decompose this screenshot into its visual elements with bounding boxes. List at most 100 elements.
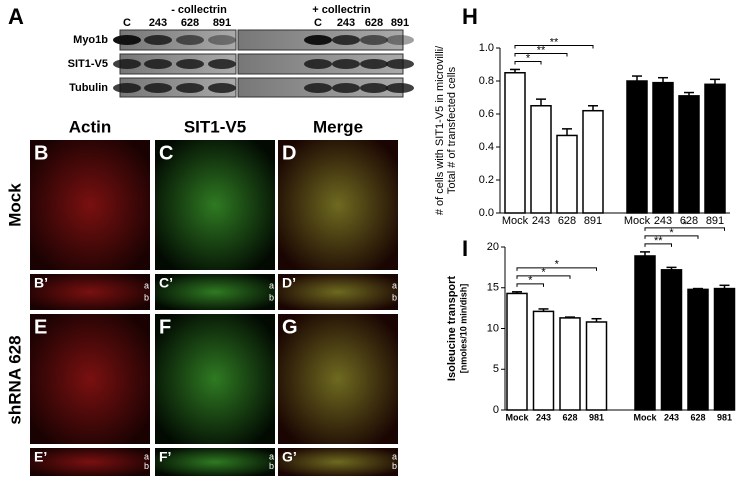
significance-label: **	[550, 36, 559, 48]
x-tick-label: 628	[690, 412, 705, 422]
significance-bracket	[514, 44, 594, 49]
strip-mark: b	[392, 461, 397, 471]
micrograph	[155, 274, 275, 310]
micrograph	[30, 140, 150, 270]
blot-band	[386, 35, 414, 45]
significance-bracket	[516, 267, 597, 271]
column-header: SIT1-V5	[184, 117, 246, 136]
x-tick-label: Mock	[624, 215, 651, 227]
micrograph	[30, 274, 150, 310]
lane-label: C	[123, 17, 131, 29]
x-tick-label: 981	[717, 412, 732, 422]
micrograph	[30, 448, 150, 476]
y-axis-label: Isoleucine transport	[446, 276, 458, 381]
panel-letter: D’	[282, 275, 296, 291]
bar	[704, 83, 726, 214]
blot-row-label: Myo1b	[73, 34, 108, 46]
strip-mark: a	[269, 452, 274, 462]
y-tick-label: 0.2	[479, 174, 494, 186]
strip-mark: b	[144, 461, 149, 471]
blot-row-label: Tubulin	[69, 82, 108, 94]
y-axis-label: # of cells with SIT1-V5 in microvilli/	[434, 45, 446, 215]
y-tick-label: 10	[487, 322, 499, 334]
strip-mark: a	[392, 280, 397, 290]
blot-band	[360, 59, 388, 69]
micrograph	[278, 448, 398, 476]
x-tick-label: 628	[558, 215, 576, 227]
bar	[713, 287, 736, 411]
blot-band	[176, 59, 204, 69]
lane-label: 891	[391, 17, 409, 29]
x-tick-label: 243	[654, 215, 672, 227]
x-tick-label: 891	[706, 215, 724, 227]
bar	[582, 109, 604, 214]
panel-letter: I	[462, 236, 468, 261]
bar	[530, 105, 552, 214]
blot-band	[144, 35, 172, 45]
significance-label: **	[654, 235, 663, 247]
blot-band	[144, 59, 172, 69]
strip-mark: b	[392, 292, 397, 302]
significance-label: *	[555, 259, 560, 271]
x-tick-label: Mock	[505, 412, 529, 422]
bar	[559, 317, 581, 411]
panel-letter: B’	[34, 275, 48, 291]
blot-band	[208, 83, 236, 93]
strip-mark: b	[269, 461, 274, 471]
blot-band	[304, 83, 332, 93]
blot-band	[332, 83, 360, 93]
significance-bracket	[514, 60, 542, 65]
significance-bracket	[644, 235, 699, 239]
y-tick-label: 0.6	[479, 108, 494, 120]
blot-band	[332, 35, 360, 45]
bar	[634, 255, 656, 411]
bar	[556, 134, 578, 214]
micrograph	[278, 274, 398, 310]
x-tick-label: Mock	[633, 412, 657, 422]
panel-letter: F	[159, 316, 171, 338]
micrograph	[155, 314, 275, 444]
significance-label: **	[537, 44, 546, 56]
strip-mark: a	[144, 452, 149, 462]
y-axis-label: Total # of transfected cells	[446, 66, 458, 194]
panel-letter: E	[34, 316, 47, 338]
y-tick-label: 20	[487, 241, 499, 253]
panel-letter: G	[282, 316, 298, 338]
blot-band	[304, 59, 332, 69]
y-tick-label: 1.0	[479, 42, 494, 54]
panel-letter: B	[34, 142, 48, 164]
x-tick-label: 243	[536, 412, 551, 422]
x-tick-label: 628	[680, 215, 698, 227]
y-tick-label: 0.0	[479, 207, 494, 219]
significance-label: *	[683, 219, 688, 231]
blot-band	[113, 83, 141, 93]
panel-letter: E’	[34, 449, 47, 465]
significance-label: *	[528, 275, 533, 287]
blot-band	[208, 35, 236, 45]
significance-label: *	[526, 52, 531, 64]
x-tick-label: 891	[584, 215, 602, 227]
panel-letter: D	[282, 142, 296, 164]
group-label: - collectrin	[171, 4, 227, 16]
blot-band	[360, 35, 388, 45]
x-tick-label: Mock	[502, 215, 529, 227]
significance-bracket	[516, 283, 544, 287]
row-label: shRNA 628	[5, 335, 24, 424]
y-tick-label: 5	[493, 363, 499, 375]
micrograph	[30, 314, 150, 444]
blot-band	[176, 35, 204, 45]
panel-letter: H	[462, 4, 478, 29]
blot-band	[386, 59, 414, 69]
blot-band	[360, 83, 388, 93]
blot-band	[332, 59, 360, 69]
bar	[652, 81, 674, 214]
micrograph	[155, 140, 275, 270]
strip-mark: b	[269, 292, 274, 302]
lane-label: 243	[149, 17, 167, 29]
micrograph	[278, 140, 398, 270]
lane-label: 628	[365, 17, 383, 29]
blot-band	[113, 59, 141, 69]
strip-mark: a	[392, 452, 397, 462]
y-tick-label: 0.4	[479, 141, 494, 153]
